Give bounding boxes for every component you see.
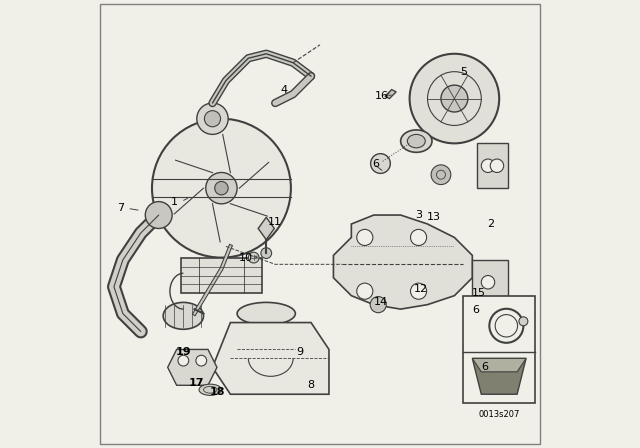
- Text: 6: 6: [472, 305, 479, 314]
- Ellipse shape: [408, 134, 425, 148]
- Circle shape: [206, 172, 237, 204]
- Text: 16: 16: [375, 91, 389, 101]
- Circle shape: [481, 159, 495, 172]
- Circle shape: [371, 154, 390, 173]
- Text: 1: 1: [171, 197, 178, 207]
- Text: 8: 8: [307, 380, 315, 390]
- Text: 5: 5: [460, 67, 467, 77]
- Polygon shape: [472, 358, 526, 394]
- Ellipse shape: [401, 130, 432, 152]
- Text: 12: 12: [413, 284, 428, 294]
- Ellipse shape: [237, 356, 296, 379]
- Circle shape: [204, 111, 221, 127]
- Text: 4: 4: [280, 85, 288, 95]
- Text: 3: 3: [415, 210, 422, 220]
- Polygon shape: [168, 349, 217, 385]
- Circle shape: [215, 181, 228, 195]
- Circle shape: [145, 202, 172, 228]
- Circle shape: [370, 297, 387, 313]
- Circle shape: [410, 54, 499, 143]
- Text: 6: 6: [481, 362, 488, 372]
- Text: 14: 14: [373, 297, 388, 307]
- Text: 2: 2: [486, 219, 494, 229]
- Circle shape: [519, 317, 528, 326]
- Text: 11: 11: [268, 217, 282, 227]
- Text: 18: 18: [209, 387, 225, 397]
- Polygon shape: [463, 296, 535, 403]
- Text: 6: 6: [372, 159, 380, 168]
- Polygon shape: [333, 215, 472, 309]
- Polygon shape: [212, 323, 329, 394]
- Polygon shape: [181, 258, 262, 293]
- Circle shape: [431, 165, 451, 185]
- Circle shape: [481, 276, 495, 289]
- Text: 19: 19: [175, 347, 191, 357]
- Polygon shape: [477, 143, 508, 188]
- Polygon shape: [472, 260, 508, 305]
- Polygon shape: [472, 358, 526, 372]
- Ellipse shape: [237, 302, 296, 325]
- Circle shape: [153, 202, 169, 219]
- Circle shape: [197, 103, 228, 134]
- Circle shape: [152, 119, 291, 258]
- Text: 9: 9: [296, 347, 303, 357]
- Circle shape: [356, 283, 373, 299]
- Circle shape: [261, 248, 271, 258]
- Ellipse shape: [163, 302, 204, 329]
- Circle shape: [410, 283, 427, 299]
- Text: 0013s207: 0013s207: [479, 410, 520, 419]
- Circle shape: [410, 229, 427, 246]
- Circle shape: [196, 355, 207, 366]
- Circle shape: [178, 355, 189, 366]
- Circle shape: [441, 85, 468, 112]
- Circle shape: [490, 159, 504, 172]
- Polygon shape: [385, 90, 396, 99]
- Text: 7: 7: [117, 203, 124, 213]
- Circle shape: [248, 252, 259, 263]
- Text: 13: 13: [428, 212, 441, 222]
- Text: 15: 15: [472, 289, 486, 298]
- Ellipse shape: [199, 384, 221, 396]
- Text: 17: 17: [189, 378, 205, 388]
- Polygon shape: [237, 327, 296, 367]
- Circle shape: [356, 229, 373, 246]
- Text: 10: 10: [239, 253, 253, 263]
- Polygon shape: [258, 217, 275, 240]
